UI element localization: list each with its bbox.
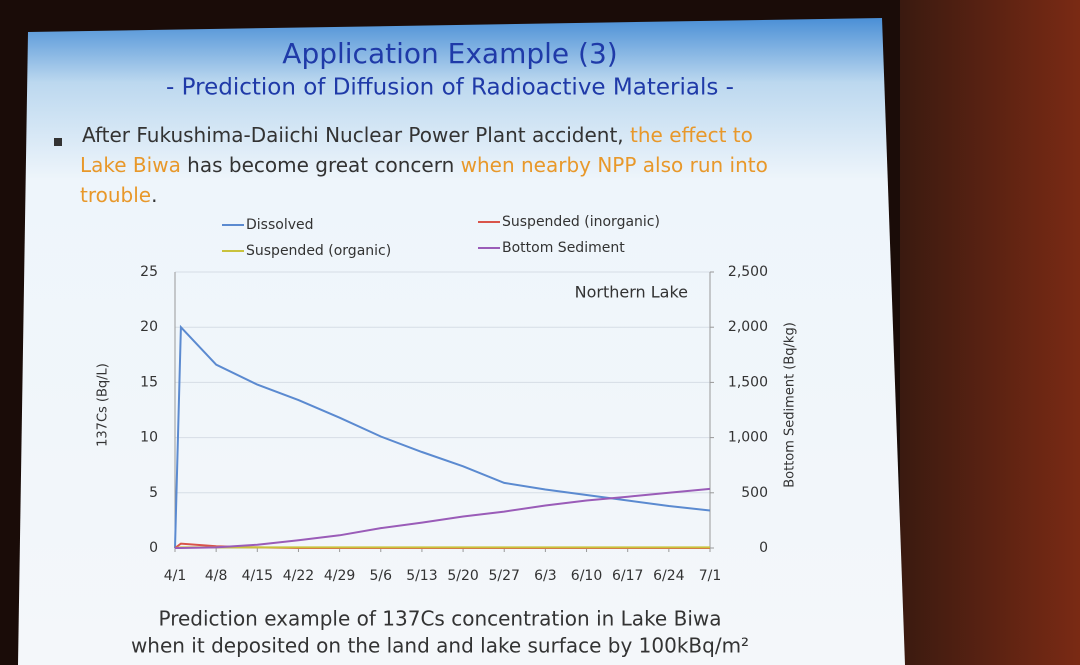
bullet-highlight: the effect to [630, 123, 753, 147]
y2-tick-label: 1,500 [728, 374, 768, 390]
x-tick-label: 5/27 [489, 568, 520, 584]
series-line [175, 487, 711, 549]
y-axis-label: 137Cs (Bq/L) [96, 363, 111, 447]
annotation: Northern Lake [575, 283, 688, 302]
slide [18, 18, 905, 665]
x-tick-label: 4/15 [242, 568, 273, 584]
bullet-text: has become great concern [181, 153, 461, 177]
x-tick-label: 5/6 [370, 568, 393, 584]
legend-label: Suspended (organic) [246, 243, 391, 259]
legend-label: Bottom Sediment [502, 240, 625, 256]
y2-axis-label: Bottom Sediment (Bq/kg) [783, 322, 798, 488]
bullet-line: trouble. [80, 183, 157, 207]
x-tick-label: 4/1 [164, 568, 187, 584]
y2-tick-label: 0 [759, 540, 768, 556]
slide-subtitle: - Prediction of Diffusion of Radioactive… [166, 75, 734, 101]
x-tick-label: 4/22 [283, 568, 314, 584]
legend-label: Suspended (inorganic) [502, 214, 660, 230]
bullet-highlight: when nearby NPP also run into [461, 153, 768, 177]
series-line [174, 546, 710, 549]
x-tick-label: 6/24 [653, 568, 685, 584]
bullet-highlight: trouble [80, 183, 151, 207]
x-tick-label: 4/29 [324, 568, 355, 584]
slide-title: Application Example (3) [282, 37, 617, 70]
chart: Northern Lake 137Cs (Bq/L) Bottom Sedime… [96, 214, 798, 584]
bullet-highlight: Lake Biwa [80, 153, 181, 177]
x-tick-label: 7/1 [699, 568, 722, 584]
caption: when it deposited on the land and lake s… [131, 634, 749, 658]
bullet-marker [54, 138, 62, 146]
y2-tick-label: 2,000 [728, 319, 768, 335]
y-tick-label: 25 [140, 264, 158, 280]
bullet-text: After Fukushima-Daiichi Nuclear Power Pl… [82, 123, 630, 147]
y-tick-label: 0 [149, 540, 158, 556]
bullet-line: Lake Biwa has become great concern when … [80, 153, 768, 177]
caption: Prediction example of 137Cs concentratio… [159, 607, 722, 631]
x-tick-label: 6/10 [571, 568, 602, 584]
x-tick-label: 5/13 [406, 568, 437, 584]
y-tick-label: 10 [140, 430, 158, 446]
x-tick-label: 6/17 [612, 568, 643, 584]
y2-tick-label: 1,000 [728, 430, 768, 446]
x-tick-label: 4/8 [205, 568, 228, 584]
bullet-line: After Fukushima-Daiichi Nuclear Power Pl… [82, 123, 753, 147]
x-tick-label: 6/3 [534, 568, 557, 584]
y-tick-label: 15 [140, 374, 158, 390]
wall [900, 0, 1080, 665]
x-tick-label: 5/20 [447, 568, 478, 584]
y-tick-label: 5 [149, 485, 158, 501]
y2-tick-label: 500 [741, 485, 768, 501]
legend-label: Dissolved [246, 217, 314, 233]
y2-tick-label: 2,500 [728, 264, 768, 280]
y-tick-label: 20 [140, 319, 158, 335]
bullet-text: . [151, 183, 157, 207]
